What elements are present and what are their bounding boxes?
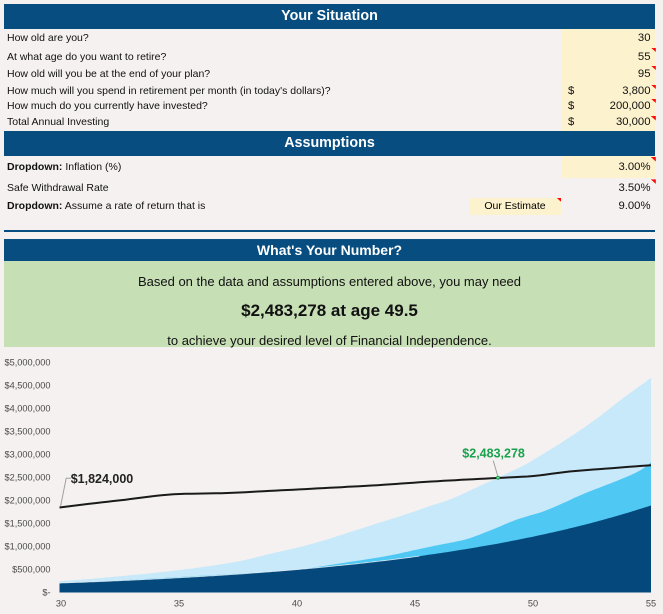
- svg-text:$4,000,000: $4,000,000: [5, 404, 51, 414]
- svg-text:$2,000,000: $2,000,000: [5, 496, 51, 506]
- svg-text:$4,500,000: $4,500,000: [5, 381, 51, 391]
- svg-text:$3,000,000: $3,000,000: [5, 450, 51, 460]
- svg-text:50: 50: [528, 599, 538, 609]
- svg-text:40: 40: [292, 599, 302, 609]
- svg-text:$3,500,000: $3,500,000: [5, 427, 51, 437]
- svg-text:35: 35: [174, 599, 184, 609]
- svg-text:$1,500,000: $1,500,000: [5, 519, 51, 529]
- svg-text:$2,483,278: $2,483,278: [462, 447, 525, 461]
- svg-text:30: 30: [56, 599, 66, 609]
- svg-text:$2,500,000: $2,500,000: [5, 473, 51, 483]
- svg-text:55: 55: [646, 599, 656, 609]
- svg-text:$1,000,000: $1,000,000: [5, 542, 51, 552]
- svg-text:$-: $-: [42, 588, 50, 598]
- svg-text:45: 45: [410, 599, 420, 609]
- svg-text:$500,000: $500,000: [12, 565, 50, 575]
- svg-text:$1,824,000: $1,824,000: [71, 472, 134, 486]
- svg-text:$5,000,000: $5,000,000: [5, 358, 51, 368]
